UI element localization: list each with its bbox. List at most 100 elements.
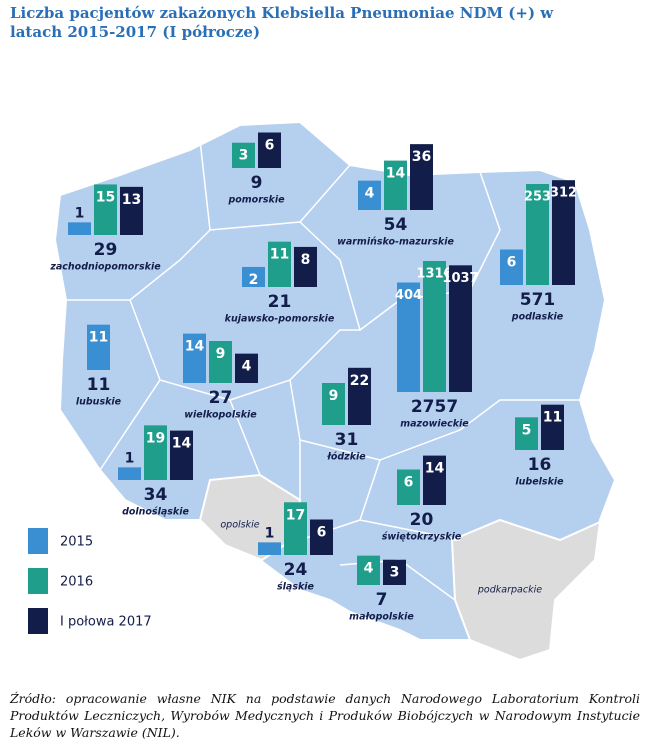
bar-label: 1037 <box>442 271 478 286</box>
bar <box>242 266 265 287</box>
bar-label: 3 <box>239 148 249 164</box>
region-total: 2757 <box>411 397 458 417</box>
legend-label: I połowa 2017 <box>60 615 152 630</box>
bar <box>358 180 381 210</box>
bar <box>348 367 371 425</box>
bar-label: 14 <box>172 436 192 452</box>
bar <box>552 180 575 285</box>
region-name: podkarpackie <box>477 585 542 596</box>
region-name: mazowieckie <box>400 419 469 430</box>
bar-label: 4 <box>365 186 375 202</box>
bar-label: 4 <box>242 359 252 375</box>
bar-label: 5 <box>522 422 532 438</box>
region-total: 7 <box>376 590 388 610</box>
bar-label: 14 <box>425 461 445 477</box>
region-name: lubuskie <box>76 397 122 408</box>
bar <box>500 249 523 285</box>
bar-label: 3 <box>390 565 400 581</box>
region-total: 31 <box>335 430 359 450</box>
bar <box>541 404 564 450</box>
region-total: 20 <box>410 510 434 530</box>
bar-label: 9 <box>329 388 339 404</box>
bar <box>410 144 433 210</box>
bar-label: 17 <box>286 507 305 523</box>
bar <box>235 353 258 383</box>
bar-label: 14 <box>185 339 205 355</box>
bar <box>294 246 317 287</box>
bar-label: 6 <box>317 525 327 541</box>
legend-swatch <box>28 528 48 554</box>
bar-label: 312 <box>550 186 577 201</box>
bar <box>232 142 255 168</box>
region-name: pomorskie <box>227 195 285 206</box>
bar <box>118 467 141 480</box>
bar-label: 11 <box>89 330 108 346</box>
bar <box>183 333 206 383</box>
title: Liczba pacjentów zakażonych Klebsiella P… <box>10 4 554 41</box>
legend-label: 2015 <box>60 535 93 550</box>
bar-label: 1 <box>125 450 135 466</box>
bar-label: 1316 <box>416 266 452 281</box>
bar <box>209 341 232 383</box>
bar <box>284 502 307 555</box>
bar <box>526 183 549 285</box>
region-total: 54 <box>384 215 408 235</box>
source: Źródło: opracowanie własne NIK na podsta… <box>10 691 640 740</box>
bar-label: 1 <box>265 525 275 541</box>
bar-label: 1 <box>75 205 85 221</box>
region-name: kujawsko-pomorskie <box>225 314 335 325</box>
bar <box>144 425 167 480</box>
bar <box>258 132 281 168</box>
region-name: śląskie <box>277 582 315 593</box>
bar-label: 14 <box>386 166 406 182</box>
bar <box>87 324 110 370</box>
bar <box>258 542 281 555</box>
bar-label: 6 <box>404 475 414 491</box>
bar <box>268 241 291 287</box>
bar <box>94 184 117 235</box>
region-name: dolnośląskie <box>122 507 189 518</box>
bar <box>68 222 91 235</box>
bar-label: 253 <box>524 189 551 204</box>
bar-label: 11 <box>543 410 562 426</box>
region-total: 24 <box>284 560 308 580</box>
region-total: 21 <box>268 292 292 312</box>
bar-label: 11 <box>270 247 289 263</box>
bar-label: 6 <box>507 255 517 271</box>
region-name: lubelskie <box>515 477 564 488</box>
region-total: 9 <box>251 173 263 193</box>
region-total: 34 <box>144 485 168 505</box>
bar <box>423 260 446 392</box>
grey-region <box>450 518 602 662</box>
region-name: podlaskie <box>511 312 564 323</box>
bar <box>322 383 345 425</box>
region-total: 11 <box>87 375 111 395</box>
region-name: świętokrzyskie <box>382 532 462 543</box>
legend-swatch <box>28 568 48 594</box>
bar <box>120 186 143 235</box>
region-name: łódzkie <box>326 452 366 463</box>
bar <box>384 160 407 210</box>
bar <box>357 555 380 585</box>
bar-label: 13 <box>122 192 141 208</box>
bar <box>310 519 333 555</box>
bar-label: 2 <box>249 272 259 288</box>
bar <box>423 455 446 505</box>
region-name: zachodniopomorskie <box>49 262 161 273</box>
region-name: małopolskie <box>349 612 414 623</box>
region-total: 27 <box>209 388 233 408</box>
bar <box>449 265 472 392</box>
region-name: warmińsko-mazurskie <box>337 237 454 248</box>
region-name: opolskie <box>220 520 259 531</box>
bar-label: 404 <box>395 288 422 303</box>
bar <box>383 559 406 585</box>
bar <box>515 417 538 450</box>
bar-label: 9 <box>216 346 226 362</box>
region-total: 29 <box>94 240 118 260</box>
region-name: wielkopolskie <box>184 410 257 421</box>
bar <box>170 430 193 480</box>
region-total: 571 <box>520 290 556 310</box>
bar-label: 15 <box>96 189 115 205</box>
